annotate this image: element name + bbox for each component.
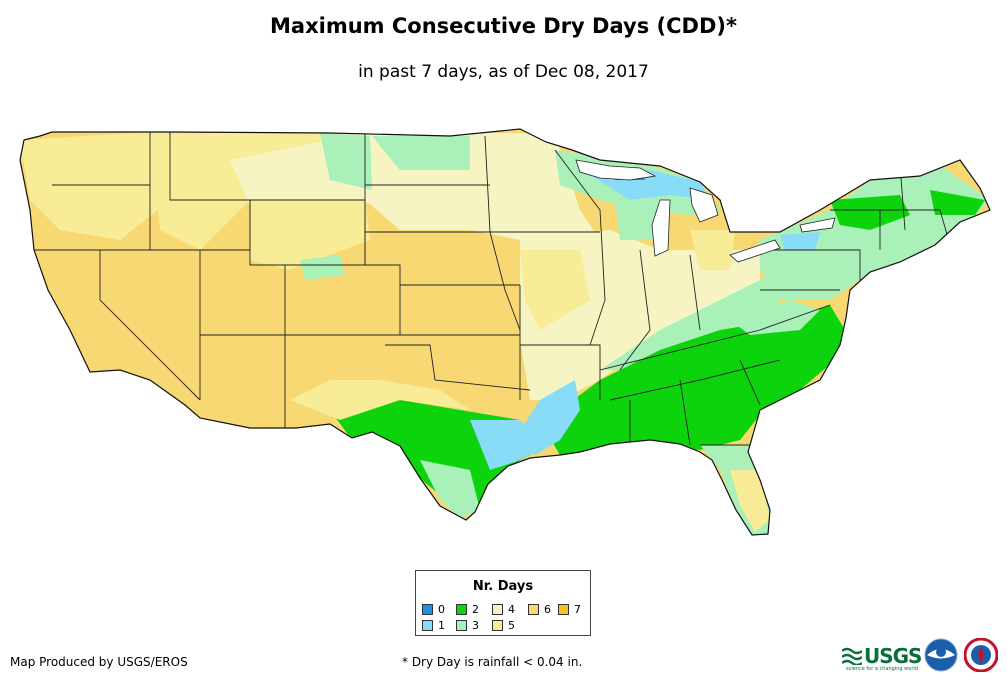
zone-1-louisiana bbox=[520, 380, 580, 455]
border-al-ga bbox=[679, 379, 691, 446]
zone-1-pennsylvania bbox=[780, 232, 820, 250]
zone-5-southern-plains bbox=[290, 380, 470, 420]
legend-item-4: 4 bbox=[492, 603, 515, 616]
legend-item-6: 6 bbox=[528, 603, 551, 616]
border-ok-tx bbox=[385, 344, 531, 391]
border-colorado bbox=[285, 264, 401, 335]
zone-5-wyoming bbox=[250, 200, 370, 270]
legend-swatch bbox=[492, 620, 503, 631]
usgs-tagline: science for a changing world bbox=[846, 666, 918, 672]
border-in-oh bbox=[689, 254, 701, 331]
lake-michigan bbox=[651, 199, 671, 257]
border-mn-ia bbox=[484, 135, 521, 331]
legend-swatch bbox=[422, 604, 433, 615]
border-mt-id bbox=[169, 132, 250, 201]
legend-item-5: 5 bbox=[492, 619, 515, 632]
zone-2-maine bbox=[930, 190, 985, 215]
legend-label: 4 bbox=[508, 603, 515, 616]
zone-3-northeast bbox=[760, 165, 990, 300]
lake-huron bbox=[689, 187, 719, 223]
border-ga-sc bbox=[739, 359, 761, 406]
legend-item-7: 7 bbox=[558, 603, 581, 616]
zone-3-nw-montana bbox=[320, 133, 372, 190]
legend-item-3: 3 bbox=[456, 619, 479, 632]
zone-1-east-texas bbox=[470, 420, 540, 470]
legend-title: Nr. Days bbox=[472, 579, 534, 594]
usgs-logo: USGS bbox=[842, 644, 922, 668]
border-co-nm bbox=[284, 265, 400, 336]
zone-2-new-york bbox=[830, 195, 910, 230]
zone-3-virginia bbox=[730, 300, 820, 335]
zone-5-pnw bbox=[20, 132, 170, 240]
legend-swatch bbox=[558, 604, 569, 615]
nws-logo-icon bbox=[964, 638, 998, 672]
legend-label: 6 bbox=[544, 603, 551, 616]
border-tn-ky bbox=[599, 304, 831, 371]
legend-item-0: 0 bbox=[422, 603, 445, 616]
border-new-england bbox=[880, 209, 951, 246]
border-pa bbox=[760, 249, 861, 290]
cdd-fill-layer bbox=[20, 129, 990, 535]
lake-erie bbox=[729, 239, 781, 263]
us-outline bbox=[19, 128, 991, 536]
legend-swatch bbox=[456, 604, 467, 615]
border-arkansas bbox=[520, 344, 601, 400]
zone-5-florida-peninsula bbox=[730, 470, 770, 532]
usgs-wave-icon bbox=[842, 647, 862, 665]
legend-swatch bbox=[456, 620, 467, 631]
zone-4-northern-plains bbox=[320, 133, 600, 300]
credit-text: Map Produced by USGS/EROS bbox=[10, 655, 188, 669]
legend-label: 7 bbox=[574, 603, 581, 616]
legend-label: 0 bbox=[438, 603, 445, 616]
legend-item-2: 2 bbox=[456, 603, 479, 616]
zone-5-iowa bbox=[520, 250, 590, 330]
legend-swatch bbox=[528, 604, 539, 615]
zone-5-michigan bbox=[690, 230, 735, 270]
usgs-logo-text: USGS bbox=[864, 644, 922, 668]
legend-swatch bbox=[422, 620, 433, 631]
zone-3-ohio-valley bbox=[600, 270, 800, 370]
zone-3-north-dakota bbox=[372, 136, 470, 170]
legend-label: 2 bbox=[472, 603, 479, 616]
noaa-logo-icon bbox=[924, 638, 958, 672]
border-ca-nv bbox=[99, 250, 201, 401]
zone-3-colorado bbox=[300, 255, 345, 280]
legend-swatch bbox=[492, 604, 503, 615]
border-tn-south bbox=[609, 359, 781, 401]
lake-ontario bbox=[799, 217, 836, 233]
legend-label: 1 bbox=[438, 619, 445, 632]
legend-item-1: 1 bbox=[422, 619, 445, 632]
map-subtitle: in past 7 days, as of Dec 08, 2017 bbox=[358, 62, 649, 82]
footnote-text: * Dry Day is rainfall < 0.04 in. bbox=[402, 655, 583, 669]
border-il-in bbox=[619, 249, 651, 371]
lake-superior bbox=[575, 159, 657, 181]
state-borders bbox=[30, 132, 951, 450]
zone-3-wisconsin bbox=[615, 200, 660, 240]
legend-label: 3 bbox=[472, 619, 479, 632]
map-legend: Nr. Days 0 1 2 3 4 5 6 7 bbox=[415, 570, 591, 636]
map-title: Maximum Consecutive Dry Days (CDD)* bbox=[270, 14, 737, 38]
zone-3-south-texas bbox=[420, 460, 480, 518]
great-lakes bbox=[575, 159, 836, 263]
legend-label: 5 bbox=[508, 619, 515, 632]
zone-2-southeast bbox=[545, 305, 845, 455]
border-wi-il bbox=[554, 149, 606, 346]
